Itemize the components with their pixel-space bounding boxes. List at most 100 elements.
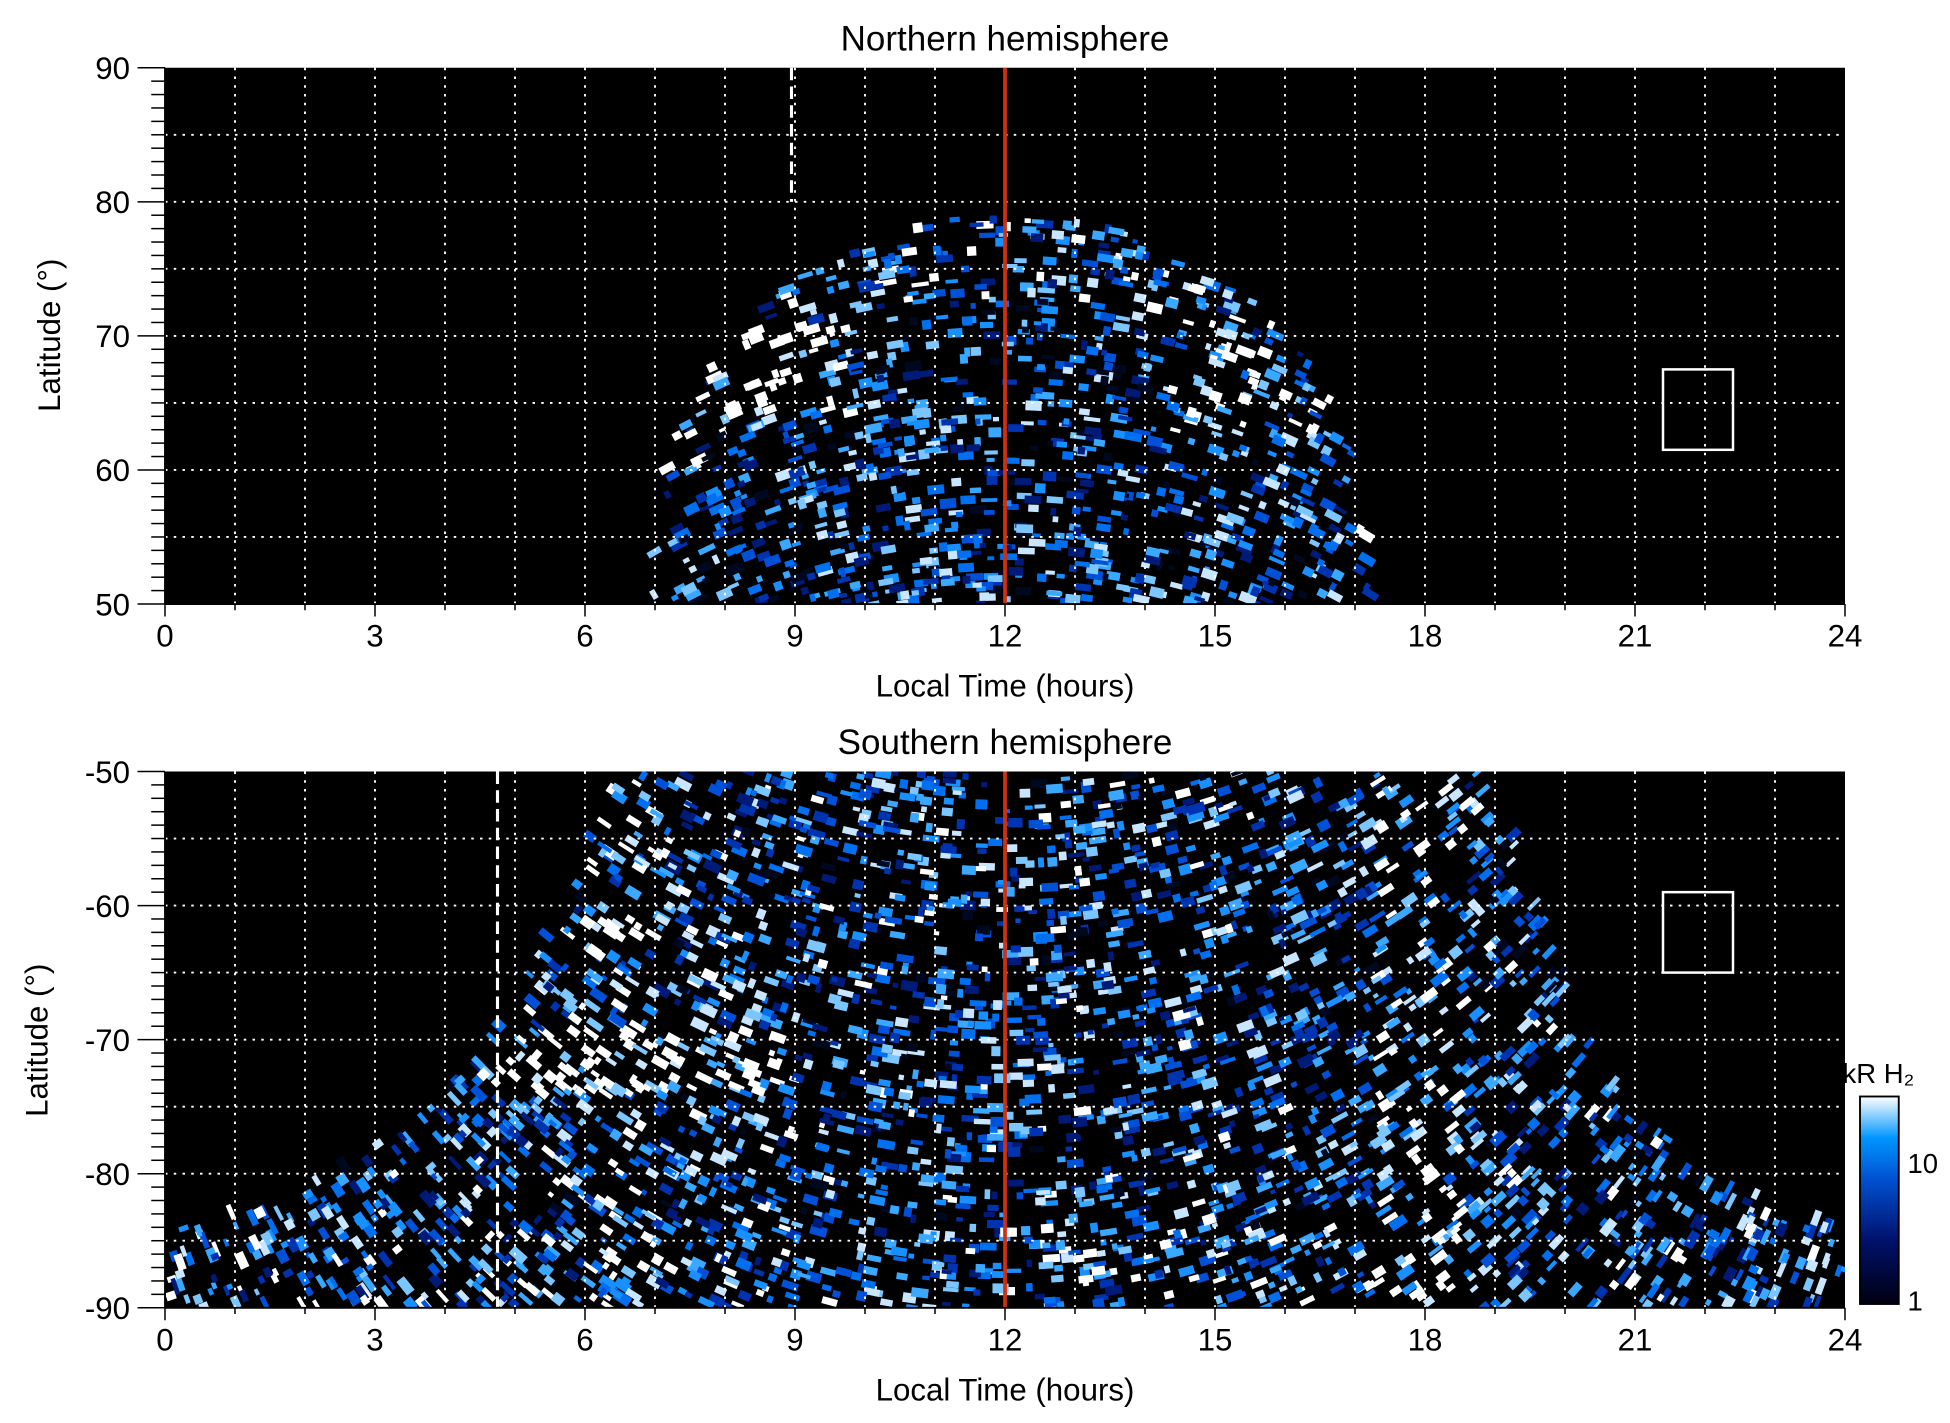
aurora-pixel: [1332, 981, 1346, 991]
aurora-pixel: [755, 575, 764, 583]
aurora-pixel: [980, 278, 996, 286]
aurora-pixel: [1250, 820, 1266, 832]
aurora-pixel: [695, 491, 708, 504]
aurora-pixel: [1082, 506, 1092, 513]
aurora-pixel: [1068, 274, 1079, 284]
aurora-pixel: [1520, 1165, 1536, 1182]
aurora-pixel: [876, 302, 885, 310]
aurora-pixel: [889, 1204, 900, 1215]
aurora-pixel: [1278, 938, 1288, 950]
aurora-pixel: [791, 1072, 805, 1084]
aurora-pixel: [1250, 1044, 1269, 1060]
aurora-pixel: [345, 1289, 362, 1307]
aurora-pixel: [257, 1275, 266, 1285]
aurora-pixel: [911, 281, 930, 288]
aurora-pixel: [790, 571, 808, 584]
aurora-pixel: [570, 878, 584, 891]
aurora-pixel: [1092, 1298, 1105, 1308]
aurora-pixel: [1480, 1160, 1498, 1177]
aurora-pixel: [654, 913, 671, 927]
aurora-pixel: [745, 1037, 757, 1046]
aurora-pixel: [560, 1198, 574, 1210]
aurora-pixel: [1503, 1247, 1521, 1264]
aurora-pixel: [1268, 1097, 1287, 1110]
aurora-pixel: [1540, 974, 1560, 993]
aurora-pixel: [624, 975, 640, 987]
aurora-pixel: [764, 1131, 783, 1142]
aurora-pixel: [738, 1250, 749, 1261]
aurora-pixel: [907, 852, 922, 861]
aurora-pixel: [1303, 1248, 1311, 1257]
aurora-pixel: [1465, 870, 1482, 885]
aurora-pixel: [1094, 872, 1108, 881]
aurora-pixel: [482, 1117, 495, 1130]
aurora-pixel: [559, 1112, 572, 1124]
aurora-pixel: [1448, 787, 1464, 803]
aurora-pixel: [914, 915, 924, 924]
aurora-pixel: [919, 556, 933, 566]
aurora-pixel: [572, 903, 583, 915]
aurora-pixel: [578, 1002, 587, 1011]
aurora-pixel: [1149, 354, 1164, 364]
aurora-pixel: [928, 315, 937, 321]
aurora-pixel: [1624, 1272, 1640, 1291]
aurora-pixel: [1608, 1279, 1620, 1291]
aurora-pixel: [628, 1157, 641, 1168]
aurora-pixel: [733, 1203, 745, 1212]
aurora-pixel: [1548, 1088, 1560, 1100]
aurora-pixel: [799, 406, 818, 419]
aurora-pixel: [1135, 1049, 1151, 1058]
aurora-pixel: [1122, 1083, 1132, 1090]
aurora-pixel: [1137, 794, 1146, 802]
aurora-pixel: [1661, 1133, 1673, 1144]
aurora-pixel: [974, 933, 984, 942]
aurora-pixel: [758, 920, 769, 931]
aurora-pixel: [1151, 1043, 1159, 1052]
aurora-pixel: [751, 838, 762, 847]
aurora-pixel: [929, 1029, 937, 1040]
aurora-pixel: [833, 999, 849, 1012]
aurora-pixel: [586, 1142, 599, 1154]
aurora-pixel: [956, 1217, 963, 1222]
aurora-pixel: [1269, 1091, 1286, 1105]
aurora-pixel: [1381, 785, 1392, 797]
aurora-pixel: [966, 572, 984, 582]
aurora-pixel: [850, 347, 863, 355]
aurora-pixel: [1138, 862, 1149, 872]
aurora-pixel: [1007, 1146, 1021, 1157]
aurora-pixel: [874, 1164, 887, 1174]
aurora-pixel: [1499, 1045, 1517, 1062]
aurora-pixel: [724, 1239, 737, 1251]
aurora-pixel: [1553, 1166, 1568, 1182]
aurora-pixel: [849, 580, 862, 590]
aurora-pixel: [656, 923, 665, 932]
aurora-pixel: [593, 1193, 608, 1207]
aurora-pixel: [1086, 958, 1096, 969]
aurora-pixel: [1158, 548, 1170, 555]
aurora-pixel: [1296, 933, 1315, 945]
aurora-pixel: [1025, 1282, 1033, 1292]
aurora-pixel: [1025, 400, 1042, 411]
aurora-pixel: [1353, 1028, 1365, 1040]
aurora-pixel: [1264, 566, 1283, 581]
aurora-pixel: [941, 1180, 957, 1190]
aurora-pixel: [1048, 370, 1062, 382]
aurora-pixel: [1604, 1185, 1620, 1202]
aurora-pixel: [1050, 925, 1067, 934]
aurora-pixel: [1377, 882, 1395, 898]
aurora-pixel: [1557, 1250, 1570, 1263]
aurora-pixel: [446, 1090, 462, 1107]
aurora-pixel: [562, 1121, 579, 1136]
aurora-pixel: [251, 1248, 263, 1261]
aurora-pixel: [599, 1223, 614, 1237]
aurora-pixel: [1228, 1145, 1241, 1155]
aurora-pixel: [871, 591, 879, 598]
aurora-pixel: [1243, 1027, 1259, 1039]
aurora-pixel: [1296, 350, 1305, 358]
aurora-pixel: [1129, 790, 1141, 801]
aurora-pixel: [1452, 1221, 1463, 1231]
aurora-pixel: [1352, 1043, 1369, 1059]
aurora-pixel: [909, 1214, 917, 1224]
aurora-pixel: [1324, 1175, 1334, 1183]
aurora-pixel: [764, 841, 775, 850]
